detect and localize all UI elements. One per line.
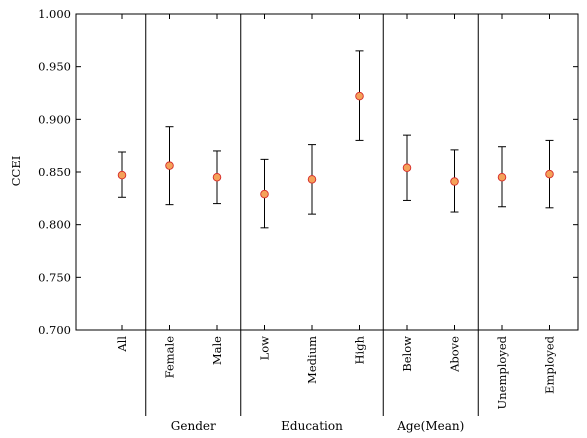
data-point-marker — [212, 173, 222, 182]
data-points — [117, 91, 554, 199]
group-label: Age(Mean) — [396, 419, 464, 433]
plot-frame — [75, 13, 579, 331]
y-tick-label: 1.000 — [38, 7, 71, 21]
x-tick-label: Female — [163, 336, 177, 379]
error-bars — [118, 50, 554, 229]
group-separators — [145, 14, 479, 416]
y-tick-label: 0.700 — [38, 323, 71, 337]
data-point-marker — [307, 175, 317, 184]
x-ticks: All Female Male Low Medium High Below Above Unem… — [115, 14, 557, 409]
y-ticks: 0.700 0.750 0.800 0.850 0.900 0.950 1.000 — [38, 7, 578, 337]
y-axis-title: CCEI — [9, 156, 23, 187]
x-tick-label: Medium — [305, 336, 319, 384]
group-label: Gender — [171, 419, 216, 433]
x-tick-label: All — [115, 336, 129, 353]
data-point-marker — [497, 173, 507, 182]
data-point-marker — [355, 91, 364, 101]
group-label: Education — [281, 419, 343, 433]
y-tick-label: 0.900 — [38, 112, 71, 126]
data-point-marker — [117, 170, 127, 180]
data-point-marker — [402, 163, 412, 173]
data-point-marker — [165, 161, 174, 170]
data-point-marker — [545, 169, 554, 179]
axes — [75, 13, 579, 331]
y-tick-label: 0.800 — [38, 218, 71, 232]
group-labels: Gender Education Age(Mean) — [171, 419, 465, 433]
x-tick-label: Unemployed — [495, 335, 509, 409]
x-tick-label: Employed — [543, 335, 557, 394]
x-tick-label: Male — [210, 336, 224, 365]
x-tick-label: Above — [448, 336, 462, 373]
y-tick-label: 0.750 — [38, 270, 71, 284]
y-tick-label: 0.950 — [38, 60, 71, 74]
data-point-marker — [450, 177, 459, 186]
y-tick-label: 0.850 — [38, 165, 71, 179]
x-tick-label: Low — [258, 336, 272, 361]
x-tick-label: Below — [400, 336, 414, 372]
data-point-marker — [260, 189, 269, 199]
x-tick-label: High — [353, 335, 367, 364]
